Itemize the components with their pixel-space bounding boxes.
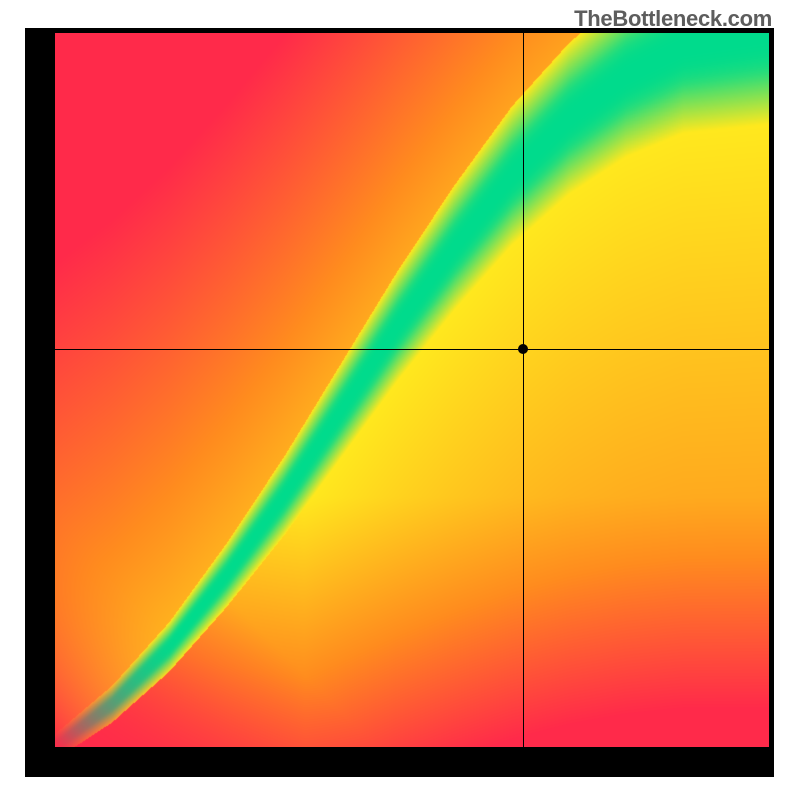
- heatmap-canvas: [55, 33, 769, 747]
- plot-area: [55, 33, 769, 747]
- chart-container: TheBottleneck.com: [0, 0, 800, 800]
- crosshair-horizontal: [55, 349, 769, 350]
- crosshair-vertical: [523, 33, 524, 747]
- crosshair-marker: [518, 344, 528, 354]
- plot-frame: [25, 28, 774, 777]
